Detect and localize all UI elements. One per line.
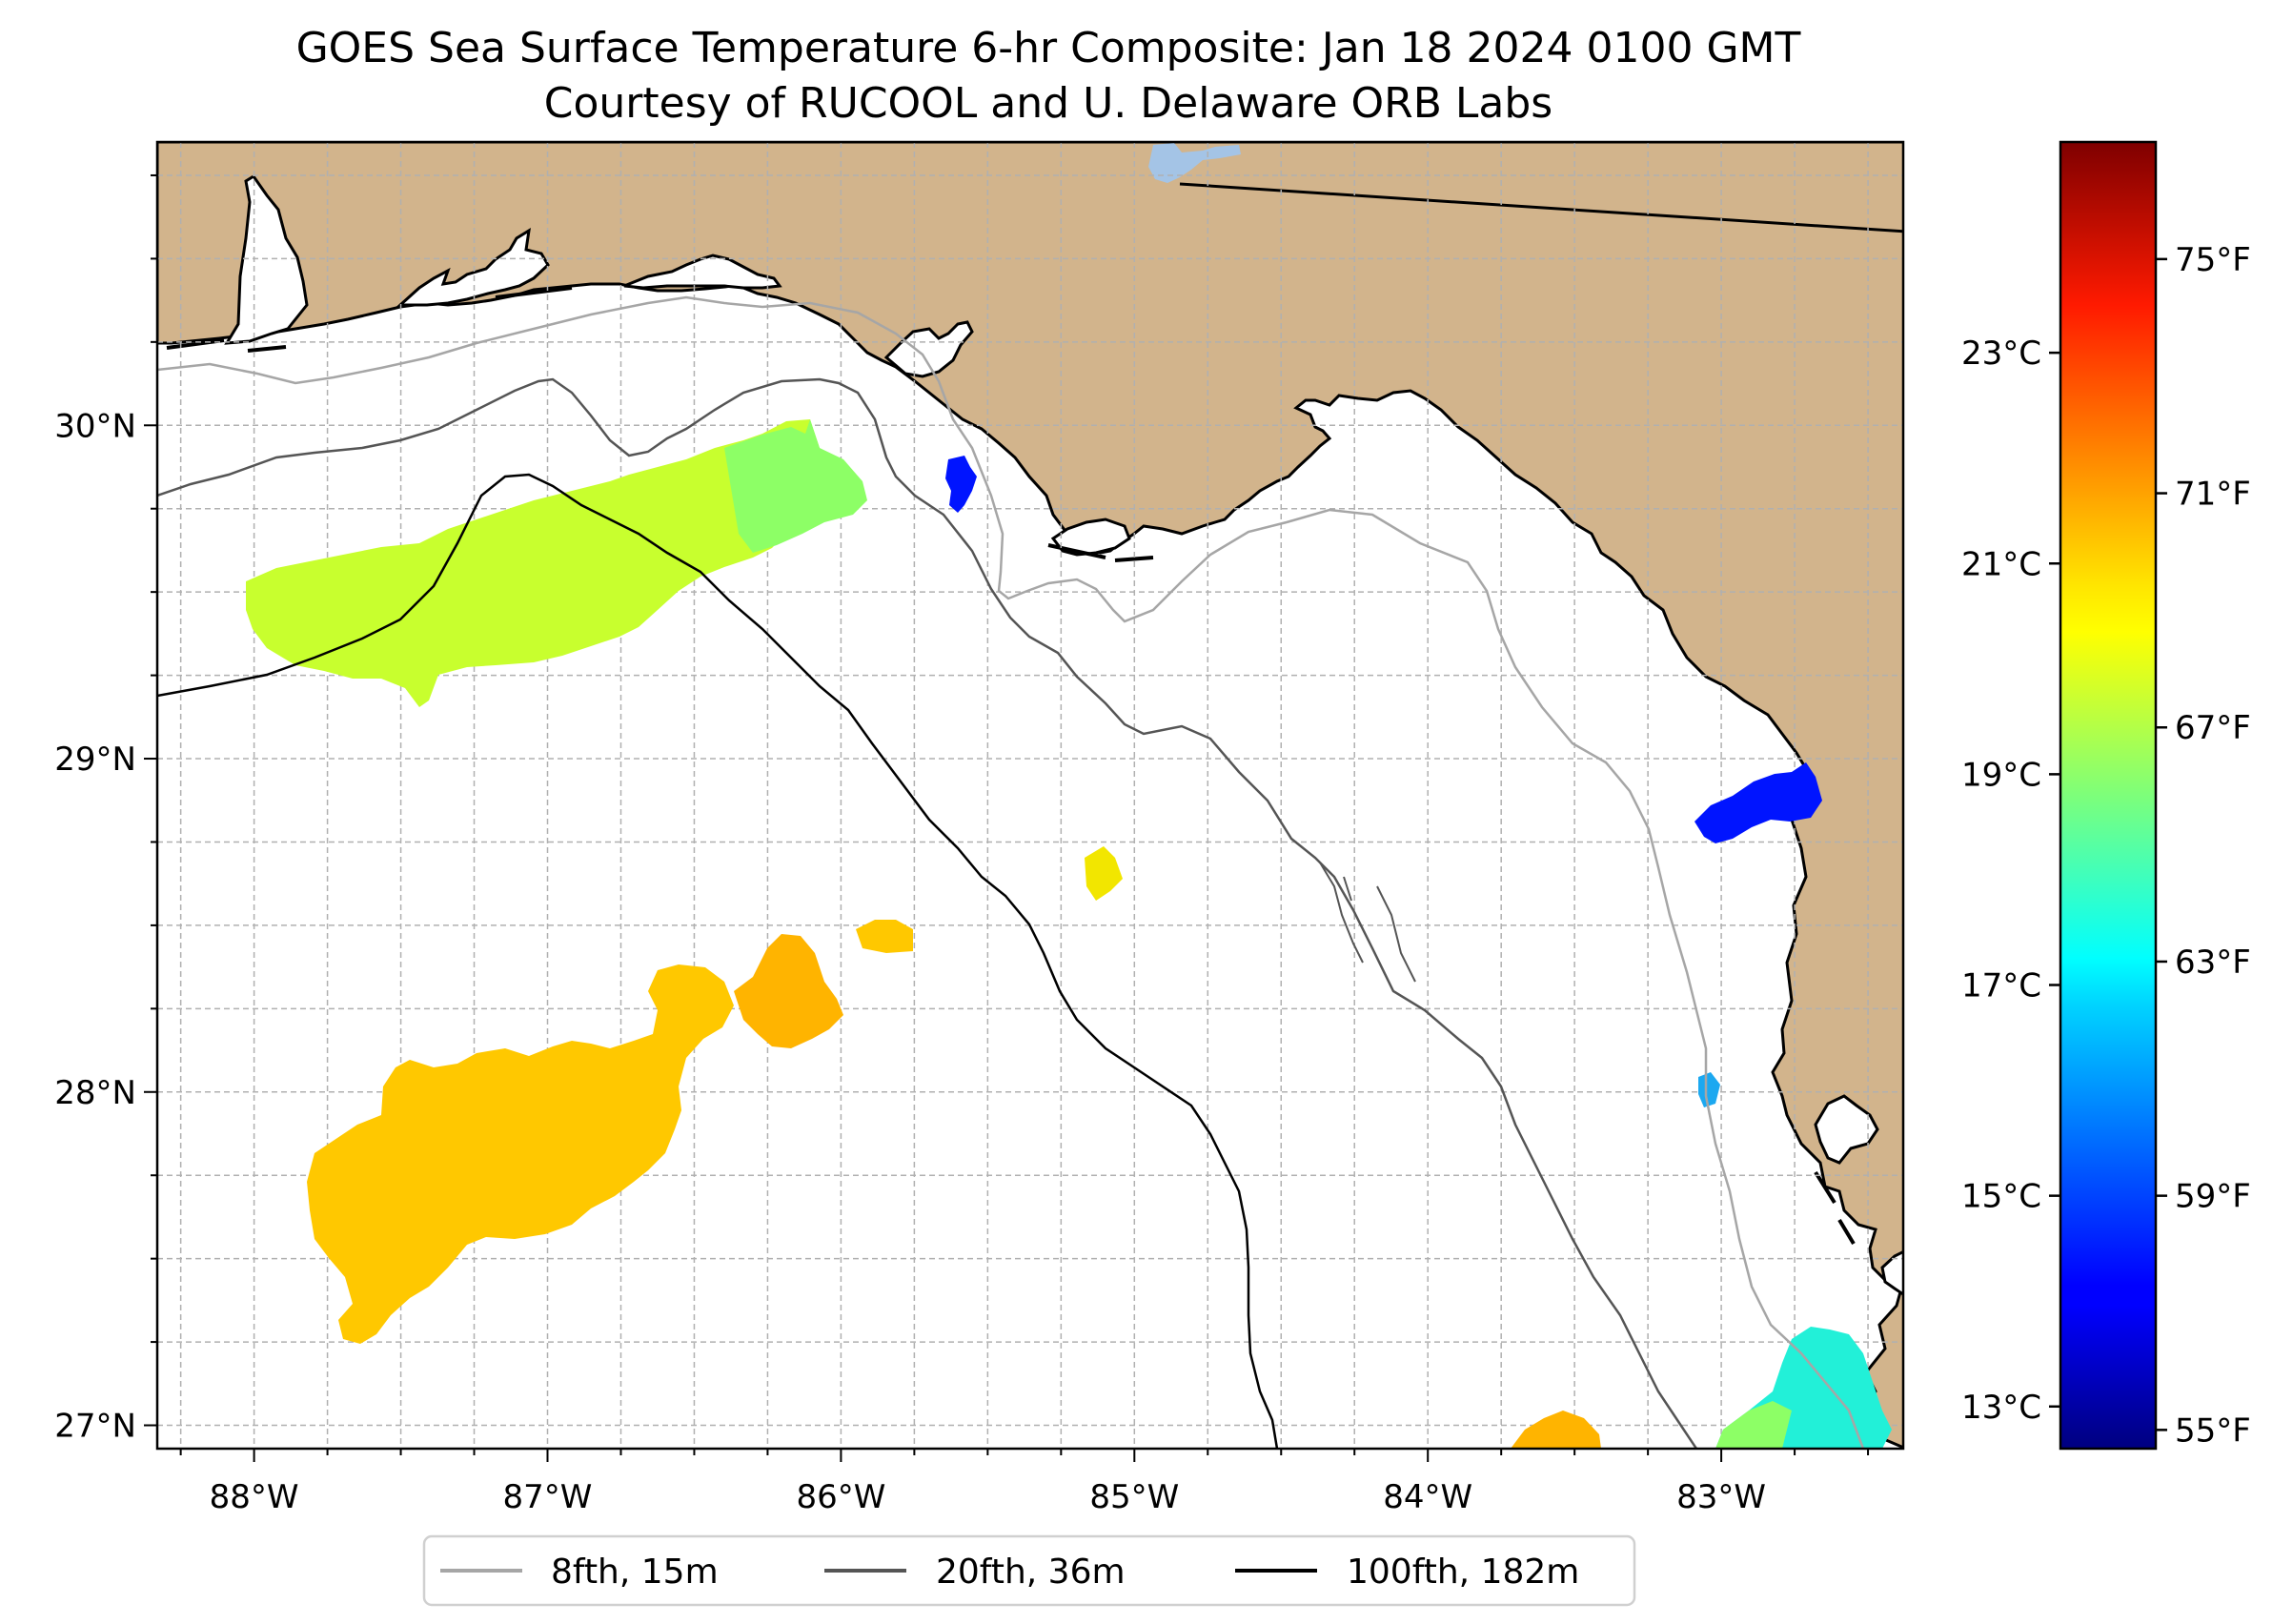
st-andrew-bay [883, 320, 974, 378]
sst-patch-south-center-small [856, 920, 913, 953]
isobath-8fth [157, 295, 1865, 1449]
colorbar-celsius-label: 21°C [1961, 545, 2041, 583]
sst-patch-cape-san-blas [945, 456, 977, 513]
state-border [1179, 182, 1903, 233]
lon-tick-label: 83°W [1676, 1478, 1766, 1516]
legend-label-8fth: 8fth, 15m [551, 1553, 719, 1592]
colorbar-ticks: 13°C 15°C 17°C 19°C 21°C 23°C 55°F 59°F 63°F 67°F… [1961, 241, 2251, 1450]
title-line-1: GOES Sea Surface Temperature 6-hr Compos… [295, 24, 1801, 72]
legend: 8fth, 15m 20fth, 36m 100fth, 182m [422, 1534, 1636, 1607]
apalachicola-bay [1050, 518, 1131, 557]
colorbar-fahrenheit-label: 75°F [2175, 241, 2251, 279]
legend-box [422, 1534, 1636, 1607]
lat-tick-label: 27°N [54, 1408, 136, 1446]
lon-tick-label: 84°W [1383, 1478, 1472, 1516]
land-north-coast [157, 142, 1903, 1449]
colorbar-fahrenheit-label: 55°F [2175, 1411, 2251, 1450]
legend-label-20fth: 20fth, 36m [936, 1553, 1126, 1592]
sst-patch-south-gulf-edge [1511, 1411, 1601, 1449]
axis-ticks: 88°W 87°W 86°W 85°W 84°W 83°W 27°N 28°N 29°N 30°N [54, 173, 1870, 1516]
pensacola-bay [396, 228, 550, 307]
mobile-bay [224, 173, 309, 345]
map-frame [155, 140, 1905, 1451]
charlotte-harbor [1880, 1249, 1903, 1296]
lat-tick-label: 28°N [54, 1074, 136, 1112]
sst-patch-tampa-bay-shelf-green [1715, 1401, 1792, 1449]
isobath-20fth [157, 377, 1698, 1449]
sst-patch-southwest-gulf [307, 964, 734, 1344]
colorbar-fahrenheit-label: 71°F [2175, 476, 2251, 514]
isobath-20fth-islands [1319, 862, 1416, 983]
barrier-islands [166, 286, 1856, 1246]
title-line-2: Courtesy of RUCOOL and U. Delaware ORB L… [543, 79, 1553, 128]
colorbar-celsius-label: 15°C [1961, 1178, 2041, 1216]
colorbar-celsius-label: 17°C [1961, 967, 2041, 1005]
colorbar-celsius-label: 19°C [1961, 756, 2041, 794]
colorbar-gradient [2059, 140, 2158, 1451]
lon-tick-label: 85°W [1089, 1478, 1179, 1516]
colorbar: 13°C 15°C 17°C 19°C 21°C 23°C 55°F 59°F 63°F 67°F… [1961, 140, 2251, 1451]
land-layer [157, 142, 1903, 1449]
lat-tick-label: 30°N [54, 407, 136, 445]
choctawhatchee-bay [623, 254, 782, 290]
colorbar-fahrenheit-label: 63°F [2175, 944, 2251, 982]
lon-tick-label: 87°W [503, 1478, 593, 1516]
sst-patch-tampa-offshore [1698, 1072, 1720, 1107]
colorbar-fahrenheit-label: 67°F [2175, 709, 2251, 747]
sst-patch-east-of-northwest-shelf [724, 419, 867, 553]
isobath-100fth [157, 473, 1279, 1449]
map-panel: 88°W 87°W 86°W 85°W 84°W 83°W 27°N 28°N 29°N 30°N [54, 140, 1905, 1516]
gridlines [157, 142, 1903, 1449]
inland-lake [1148, 143, 1241, 183]
lat-tick-label: 29°N [54, 741, 136, 779]
colorbar-celsius-label: 23°C [1961, 335, 2041, 373]
isobaths [157, 295, 1865, 1449]
sst-patch-small-central [1085, 846, 1123, 901]
sst-patch-big-bend-coast [1694, 762, 1822, 843]
colorbar-celsius-label: 13°C [1961, 1389, 2041, 1427]
lon-tick-label: 88°W [210, 1478, 299, 1516]
colorbar-fahrenheit-label: 59°F [2175, 1178, 2251, 1216]
sst-patches [246, 419, 1892, 1449]
lon-tick-label: 86°W [796, 1478, 885, 1516]
legend-label-100fth: 100fth, 182m [1347, 1553, 1579, 1592]
sst-patch-south-center [734, 934, 843, 1048]
map-title: GOES Sea Surface Temperature 6-hr Compos… [0, 21, 2097, 132]
sst-patch-northwest-shelf [246, 419, 820, 707]
tampa-bay [1814, 1094, 1879, 1165]
